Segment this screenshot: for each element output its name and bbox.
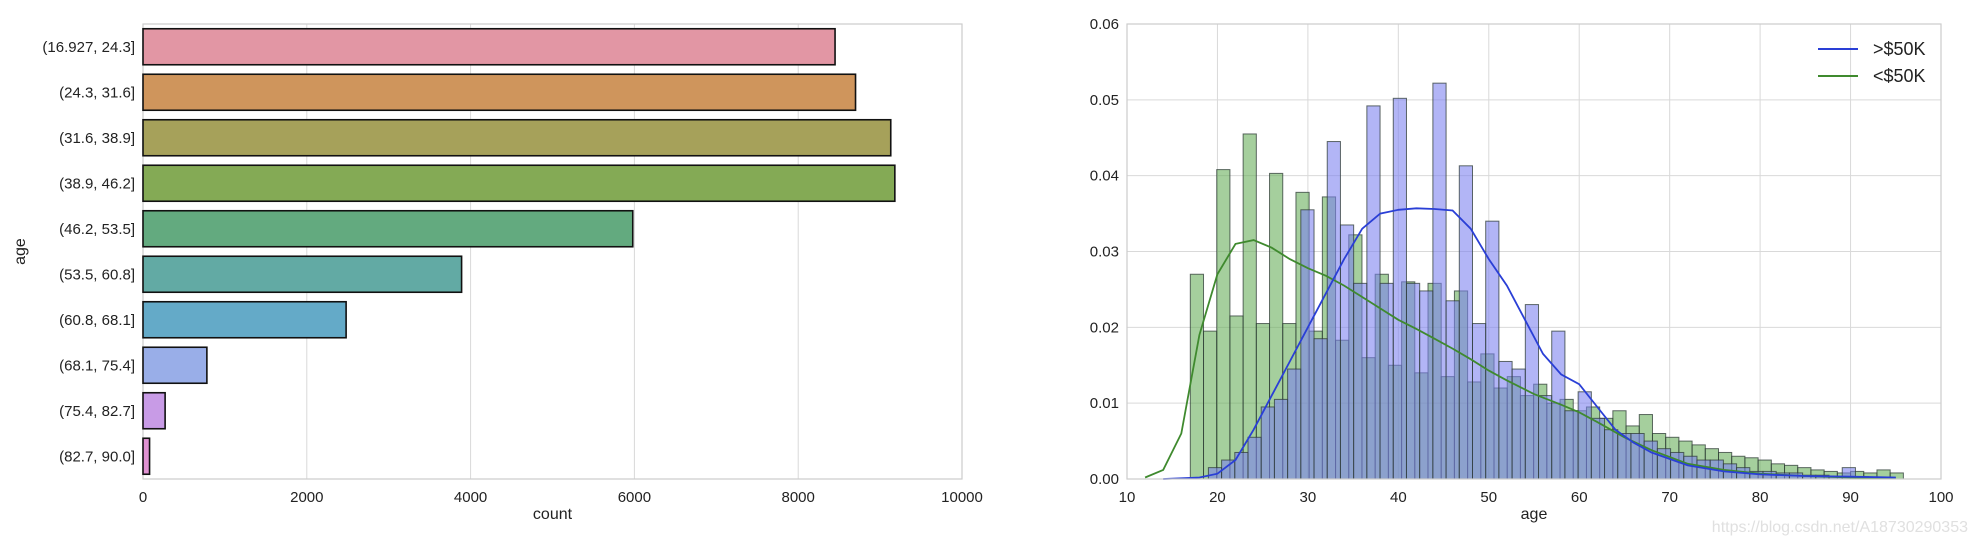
histogram-bar bbox=[1604, 429, 1619, 480]
bar bbox=[142, 73, 857, 112]
histogram-bar bbox=[1432, 82, 1447, 480]
histogram-bar bbox=[1353, 282, 1368, 480]
histogram-bar bbox=[1564, 410, 1579, 480]
histogram-bar bbox=[1683, 455, 1698, 480]
kde-line-below-50k bbox=[1144, 239, 1896, 480]
histogram-bar bbox=[1590, 417, 1606, 480]
y-tick-label: (60.8, 68.1] bbox=[59, 312, 135, 329]
histogram-bar bbox=[1287, 368, 1302, 480]
histogram-bar bbox=[1216, 169, 1231, 480]
bar bbox=[142, 118, 892, 157]
y-tick-label: (53.5, 60.8] bbox=[59, 266, 135, 283]
y-tick-label: 0.00 bbox=[1090, 471, 1119, 488]
legend-label: <$50K bbox=[1873, 66, 1926, 86]
histogram-bar bbox=[1300, 209, 1315, 480]
y-tick-label: (24.3, 31.6] bbox=[59, 84, 135, 101]
bar bbox=[142, 27, 836, 66]
histogram-bar bbox=[1670, 451, 1685, 480]
x-axis-label: count bbox=[533, 506, 573, 523]
histogram-bar bbox=[1247, 436, 1262, 480]
x-tick-label: 30 bbox=[1300, 489, 1317, 506]
histogram-bar bbox=[1538, 395, 1553, 480]
y-tick-label: (82.7, 90.0] bbox=[59, 448, 135, 465]
y-tick-label: 0.03 bbox=[1090, 244, 1119, 261]
y-tick-label: (46.2, 53.5] bbox=[59, 221, 135, 238]
histogram-bar bbox=[1485, 220, 1500, 480]
x-tick-label: 90 bbox=[1842, 489, 1859, 506]
x-tick-label: 20 bbox=[1209, 489, 1226, 506]
y-axis-label: age bbox=[12, 238, 29, 265]
bar bbox=[142, 164, 896, 203]
x-tick-label: 4000 bbox=[454, 489, 487, 506]
bar bbox=[142, 255, 463, 294]
histogram-bar bbox=[1405, 282, 1421, 480]
kde-line-above-50k bbox=[1163, 207, 1896, 480]
x-tick-label: 2000 bbox=[290, 489, 323, 506]
histogram-bar bbox=[1366, 105, 1381, 480]
histogram-bar bbox=[1273, 398, 1289, 480]
plot-frame bbox=[1126, 23, 1942, 480]
histogram-bar bbox=[1524, 304, 1540, 480]
histogram-bar bbox=[1458, 165, 1473, 480]
age-count-bar-chart: 0 2000 4000 6000 8000 10000 (16.927, 24.3] (24.… bbox=[12, 23, 983, 523]
histogram-bar bbox=[1419, 290, 1434, 480]
x-tick-label: 60 bbox=[1571, 489, 1588, 506]
y-tick-label: (75.4, 82.7] bbox=[59, 403, 135, 420]
y-tick-label: 0.05 bbox=[1090, 92, 1119, 109]
x-tick-label: 8000 bbox=[782, 489, 815, 506]
legend-label: >$50K bbox=[1873, 39, 1926, 59]
y-tick-label: 0.04 bbox=[1090, 168, 1119, 185]
bar bbox=[142, 300, 347, 339]
x-tick-label: 0 bbox=[139, 489, 147, 506]
bar bbox=[142, 391, 166, 430]
y-tick-label: 0.06 bbox=[1090, 16, 1119, 33]
bar bbox=[142, 209, 634, 248]
histogram-bar bbox=[1445, 300, 1460, 480]
bar bbox=[142, 346, 208, 385]
x-tick-label: 100 bbox=[1928, 489, 1953, 506]
histogram-bar bbox=[1392, 97, 1407, 480]
x-tick-label: 70 bbox=[1661, 489, 1678, 506]
watermark: https://blog.csdn.net/A18730290353 bbox=[1712, 519, 1968, 536]
y-tick-label: (16.927, 24.3] bbox=[42, 39, 135, 56]
x-tick-label: 40 bbox=[1390, 489, 1407, 506]
x-axis-label: age bbox=[1521, 506, 1548, 523]
bar bbox=[142, 437, 151, 476]
x-tick-label: 50 bbox=[1480, 489, 1497, 506]
histogram-bar bbox=[1577, 391, 1592, 480]
y-tick-label: (38.9, 46.2] bbox=[59, 175, 135, 192]
x-tick-label: 80 bbox=[1752, 489, 1769, 506]
age-income-histogram: 10 20 30 40 50 60 70 80 90 100 0.00 0.01 0.02 0.03 0.0… bbox=[1090, 16, 1954, 523]
histogram-bar bbox=[1260, 406, 1275, 480]
plot-frame bbox=[142, 23, 963, 480]
histogram-bar bbox=[1630, 433, 1645, 480]
x-tick-label: 6000 bbox=[618, 489, 651, 506]
x-tick-label: 10 bbox=[1119, 489, 1136, 506]
histogram-bar bbox=[1471, 323, 1487, 480]
y-tick-label: 0.01 bbox=[1090, 395, 1119, 412]
x-tick-label: 10000 bbox=[941, 489, 983, 506]
histogram-bar bbox=[1326, 141, 1341, 480]
histogram-bar bbox=[1313, 338, 1328, 480]
histogram-bar bbox=[1203, 330, 1218, 480]
y-tick-label: 0.02 bbox=[1090, 319, 1119, 336]
y-tick-label: (31.6, 38.9] bbox=[59, 130, 135, 147]
y-tick-label: (68.1, 75.4] bbox=[59, 357, 135, 374]
